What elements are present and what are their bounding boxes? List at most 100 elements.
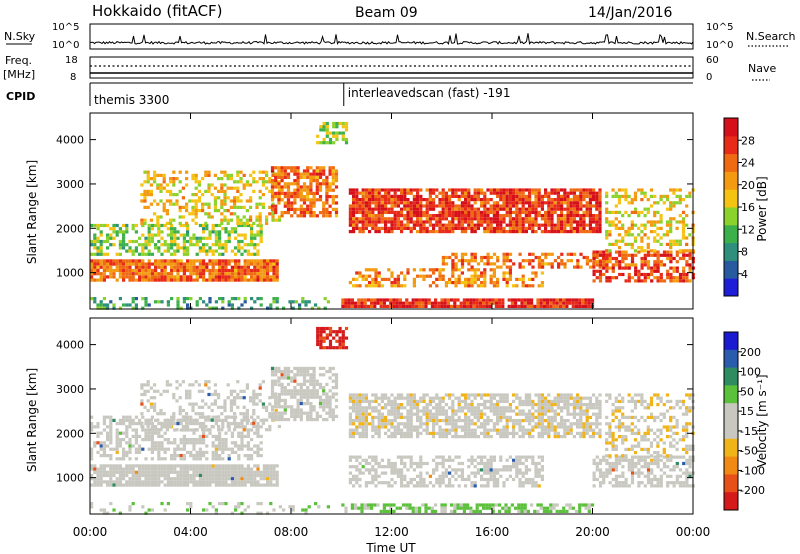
heatmap-cell (390, 409, 394, 413)
heatmap-cell (211, 470, 215, 474)
heatmap-cell (138, 470, 142, 474)
heatmap-cell (621, 223, 625, 227)
heatmap-cell (454, 428, 458, 432)
heatmap-cell (547, 198, 551, 202)
heatmap-cell (550, 226, 554, 230)
heatmap-cell (614, 263, 619, 267)
heatmap-cell (202, 259, 206, 263)
heatmap-cell (553, 191, 557, 195)
heatmap-cell (309, 201, 313, 205)
heatmap-cell (669, 223, 673, 227)
heatmap-cell (160, 230, 164, 234)
heatmap-cell (179, 268, 183, 273)
heatmap-cell (204, 189, 208, 193)
heatmap-cell (384, 422, 388, 426)
heatmap-cell (428, 419, 432, 423)
heatmap-cell (195, 457, 199, 461)
heatmap-cell (233, 186, 237, 190)
heatmap-cell (154, 246, 158, 250)
heatmap-cell (207, 186, 211, 190)
heatmap-cell (402, 301, 406, 305)
heatmap-cell (560, 259, 564, 263)
heatmap-cell (592, 279, 596, 283)
heatmap-cell (243, 470, 247, 474)
heatmap-cell (179, 438, 183, 442)
heatmap-cell (277, 201, 281, 205)
heatmap-cell (266, 278, 270, 282)
heatmap-cell (125, 303, 129, 307)
heatmap-cell (214, 268, 218, 273)
heatmap-cell (361, 415, 365, 419)
heatmap-cell (202, 249, 206, 253)
heatmap-cell (318, 402, 323, 406)
heatmap-cell (685, 279, 689, 283)
heatmap-cell (685, 194, 689, 198)
heatmap-cell (256, 268, 260, 273)
y-tick-label: 3000 (56, 178, 84, 191)
heatmap-cell (185, 418, 189, 422)
heatmap-cell (268, 205, 272, 209)
heatmap-cell (261, 193, 265, 197)
heatmap-cell (181, 215, 185, 219)
heatmap-cell (582, 194, 586, 198)
heatmap-cell (233, 202, 237, 206)
heatmap-cell (521, 265, 525, 269)
heatmap-cell (403, 274, 407, 278)
heatmap-cell (296, 166, 300, 170)
heatmap-cell (457, 268, 461, 272)
heatmap-cell (154, 447, 158, 451)
heatmap-cell (659, 260, 663, 264)
heatmap-cell (112, 473, 116, 478)
heatmap-cell (243, 268, 247, 273)
noise-sky-label: N.Sky (4, 30, 36, 43)
heatmap-cell (283, 376, 287, 380)
heatmap-cell (208, 246, 212, 250)
heatmap-cell (403, 194, 407, 198)
heatmap-cell (178, 180, 182, 184)
heatmap-cell (451, 204, 455, 208)
heatmap-cell (237, 243, 241, 247)
heatmap-cell (253, 480, 257, 484)
heatmap-cell (115, 431, 119, 435)
heatmap-cell (166, 303, 170, 307)
heatmap-cell (227, 230, 231, 234)
heatmap-cell (441, 188, 445, 192)
heatmap-cell (470, 255, 474, 260)
heatmap-cell (328, 166, 332, 170)
heatmap-cell (419, 425, 423, 429)
heatmap-cell (157, 278, 161, 282)
heatmap-cell (409, 435, 413, 439)
heatmap-cell (578, 298, 582, 302)
heatmap-cell (685, 272, 689, 277)
heatmap-cell (227, 464, 231, 468)
heatmap-cell (182, 470, 186, 474)
heatmap-cell (505, 223, 509, 227)
heatmap-cell (512, 223, 516, 227)
heatmap-cell (432, 415, 436, 419)
heatmap-cell (302, 389, 307, 393)
heatmap-cell (266, 262, 270, 266)
heatmap-cell (170, 297, 174, 301)
heatmap-cell (518, 262, 522, 266)
heatmap-cell (419, 188, 423, 192)
heatmap-cell (230, 415, 234, 419)
heatmap-cell (195, 265, 199, 269)
heatmap-cell (470, 217, 474, 221)
heatmap-cell (246, 249, 250, 253)
heatmap-cell (265, 418, 269, 422)
heatmap-cell (489, 230, 493, 234)
heatmap-cell (512, 188, 516, 192)
heatmap-cell (390, 284, 394, 288)
heatmap-cell (547, 230, 551, 234)
heatmap-cell (444, 415, 448, 419)
heatmap-cell (198, 464, 202, 468)
heatmap-cell (198, 415, 202, 419)
heatmap-cell (325, 131, 329, 135)
heatmap-cell (178, 383, 182, 387)
heatmap-cell (393, 409, 397, 413)
heatmap-cell (265, 173, 269, 177)
heatmap-cell (400, 220, 404, 224)
heatmap-cell (643, 256, 647, 261)
heatmap-cell (387, 194, 391, 198)
heatmap-cell (112, 464, 116, 468)
